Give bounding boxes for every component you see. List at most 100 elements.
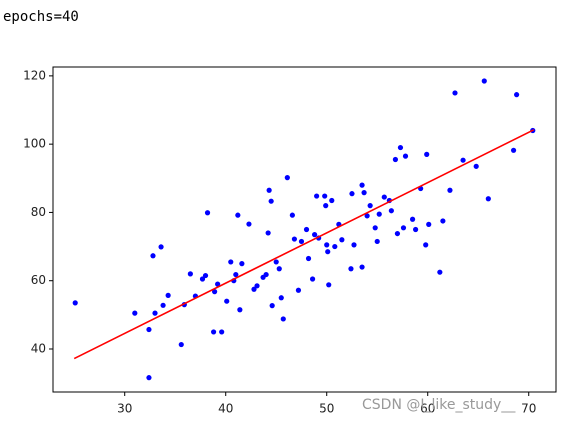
scatter-point	[289, 212, 295, 218]
scatter-point	[278, 295, 284, 301]
scatter-point	[295, 287, 302, 293]
scatter-point	[392, 156, 399, 163]
scatter-point	[263, 271, 269, 278]
scatter-point	[437, 269, 443, 275]
scatter-point	[388, 208, 394, 214]
scatter-point	[210, 329, 217, 335]
scatter-point	[351, 242, 357, 248]
scatter-point	[361, 190, 367, 196]
scatter-point	[423, 242, 429, 248]
y-tick-label: 100	[23, 137, 46, 151]
scatter-point	[251, 286, 257, 292]
scatter-point	[312, 232, 318, 238]
fit-line	[73, 129, 535, 360]
scatter-point	[237, 307, 243, 313]
scatter-point	[460, 157, 466, 163]
scatter-point	[269, 303, 275, 309]
scatter-point	[202, 272, 209, 279]
scatter-point	[359, 182, 365, 188]
scatter-point	[397, 144, 404, 151]
scatter-point	[132, 310, 138, 316]
scatter-point	[204, 210, 211, 216]
scatter-point	[349, 191, 355, 197]
scatter-point	[303, 226, 310, 233]
scatter-point	[246, 221, 252, 227]
scatter-point	[376, 211, 382, 217]
scatter-point	[152, 310, 158, 316]
scatter-point	[291, 236, 297, 242]
scatter-point	[409, 216, 416, 222]
y-tick-label: 80	[31, 205, 46, 219]
scatter-point	[273, 259, 279, 265]
scatter-point	[228, 259, 234, 265]
scatter-point	[178, 341, 184, 348]
scatter-point	[329, 197, 335, 204]
scatter-point	[514, 92, 520, 98]
scatter-point	[374, 238, 380, 245]
scatter-point	[298, 238, 305, 245]
scatter-point	[314, 193, 320, 199]
scatter-point	[323, 203, 329, 209]
scatter-point	[309, 276, 316, 282]
scatter-point	[150, 253, 156, 259]
scatter-point	[158, 244, 164, 250]
y-tick-label: 120	[23, 68, 46, 82]
scatter-point	[402, 153, 409, 159]
scatter-point	[212, 289, 218, 295]
scatter-point	[440, 218, 446, 224]
scatter-point	[160, 302, 166, 308]
scatter-point	[322, 193, 328, 199]
scatter-point	[426, 221, 432, 227]
scatter-point	[348, 266, 354, 272]
scatter-point	[400, 225, 407, 231]
scatter-point	[235, 212, 241, 218]
scatter-point	[239, 261, 245, 267]
scatter-point	[165, 292, 171, 298]
y-tick-label: 40	[31, 341, 46, 355]
scatter-point	[233, 271, 239, 278]
x-tick-label: 40	[218, 402, 233, 416]
scatter-point	[452, 90, 458, 96]
scatter-point	[326, 282, 332, 288]
scatter-point	[266, 187, 272, 193]
y-tick-label: 60	[31, 273, 46, 287]
scatter-point	[146, 375, 152, 381]
scatter-point	[447, 187, 453, 193]
scatter-point	[473, 163, 479, 169]
x-tick-label: 60	[420, 402, 435, 416]
scatter-point	[305, 255, 312, 262]
output-text: epochs=40	[3, 9, 79, 25]
scatter-point	[219, 329, 225, 335]
x-tick-label: 50	[319, 402, 334, 416]
scatter-point	[394, 230, 401, 237]
scatter-point	[215, 281, 221, 287]
scatter-point	[72, 300, 78, 306]
scatter-point	[199, 276, 206, 282]
scatter-point	[324, 242, 330, 248]
scatter-point	[481, 78, 487, 84]
plot-frame	[52, 66, 557, 393]
scatter-point	[224, 298, 230, 304]
scatter-point	[280, 316, 286, 322]
scatter-point	[268, 198, 274, 204]
scatter-point	[424, 151, 430, 157]
scatter-point	[146, 326, 152, 333]
x-tick-label: 30	[117, 402, 132, 416]
scatter-point	[367, 203, 373, 209]
watermark: CSDN @I_like_study__	[362, 397, 516, 413]
scatter-point	[510, 147, 517, 153]
scatter-point	[413, 226, 419, 233]
scatter-point	[359, 264, 365, 270]
scatter-point	[485, 196, 491, 202]
scatter-point	[339, 237, 345, 243]
scatter-point	[372, 225, 378, 231]
scatter-point	[364, 213, 370, 219]
scatter-point	[276, 266, 282, 272]
scatter-point	[187, 271, 193, 277]
scatter-point	[332, 243, 338, 250]
scatter-point	[265, 230, 271, 236]
scatter-point	[381, 194, 387, 200]
scatter-point	[254, 283, 260, 289]
